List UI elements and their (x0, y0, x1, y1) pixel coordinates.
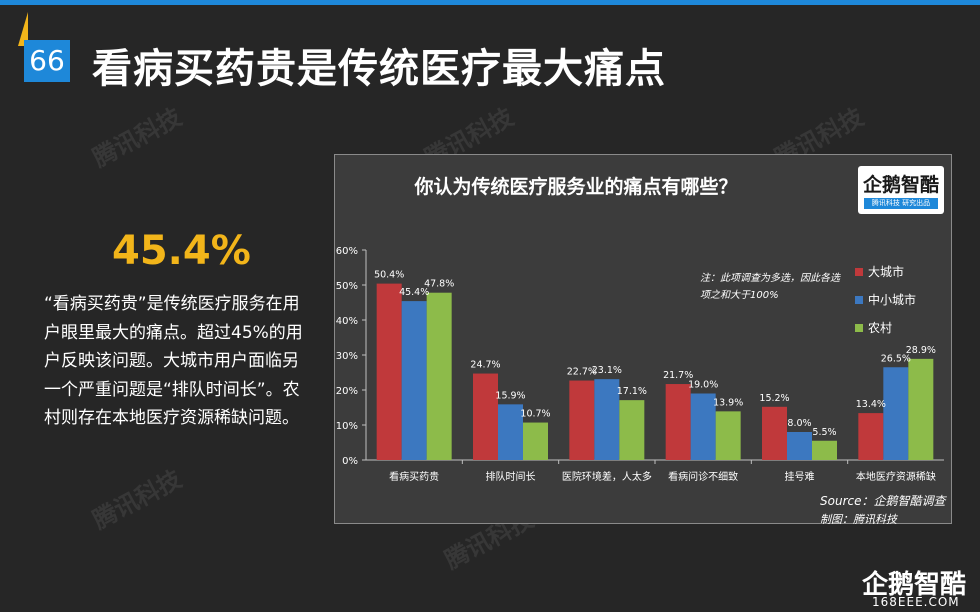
bar (762, 406, 787, 460)
data-label: 50.4% (374, 270, 404, 281)
legend-swatch (855, 268, 863, 276)
category-label: 看病问诊不细致 (668, 470, 738, 483)
corner-url: 168EEE.COM (872, 595, 960, 609)
chart-source: Source：企鹅智酷调查 (820, 494, 946, 508)
accent-flag-icon (18, 12, 28, 46)
data-label: 26.5% (881, 353, 911, 364)
bar (523, 422, 548, 460)
legend-label: 大城市 (868, 264, 904, 279)
bar (883, 367, 909, 460)
bar (908, 358, 934, 460)
y-tick-label: 10% (336, 421, 358, 432)
chart-title: 你认为传统医疗服务业的痛点有哪些？ (414, 176, 738, 198)
bar (812, 440, 837, 460)
slide-number: 66 (24, 40, 70, 82)
penguin-intelligence-logo: 企鹅智酷 腾讯科技 研究出品 (858, 166, 944, 214)
top-accent-bar (0, 0, 980, 5)
data-label: 13.4% (856, 399, 886, 410)
bar (665, 384, 691, 460)
data-label: 5.5% (812, 427, 836, 438)
y-tick-label: 30% (336, 351, 358, 362)
category-label: 看病买药贵 (389, 470, 439, 483)
legend-label: 中小城市 (868, 292, 916, 307)
category-label: 医院环境差，人太多 (562, 470, 652, 483)
bar (401, 301, 427, 460)
data-label: 23.1% (592, 365, 622, 376)
data-label: 8.0% (787, 418, 811, 429)
y-tick-label: 40% (336, 316, 358, 327)
slide-title: 看病买药贵是传统医疗最大痛点 (92, 46, 666, 92)
bar (376, 283, 402, 460)
bar (569, 380, 595, 460)
data-label: 19.0% (688, 380, 718, 391)
description-text: “看病买药贵”是传统医疗服务在用户眼里最大的痛点。超过45%的用户反映该问题。大… (44, 294, 303, 428)
bar (473, 373, 498, 460)
data-label: 21.7% (663, 370, 693, 381)
y-tick-label: 20% (336, 386, 358, 397)
data-label: 47.8% (424, 279, 454, 290)
data-label: 17.1% (617, 386, 647, 397)
y-tick-label: 60% (336, 246, 358, 257)
logo-sub: 腾讯科技 研究出品 (864, 198, 938, 209)
category-label: 本地医疗资源稀缺 (856, 470, 936, 483)
data-label: 15.2% (759, 393, 789, 404)
bar (858, 413, 884, 460)
data-label: 24.7% (470, 360, 500, 371)
bar (690, 393, 716, 460)
bar (498, 404, 523, 460)
bar (715, 411, 741, 460)
data-label: 22.7% (567, 367, 597, 378)
data-label: 13.9% (713, 397, 743, 408)
highlight-percent: 45.4% (112, 228, 251, 274)
corner-logo: 企鹅智酷 (862, 570, 967, 600)
bar (619, 400, 645, 460)
chart-note: 注：此项调查为多选，因此各选项之和大于100% (700, 273, 840, 301)
bar (594, 379, 620, 460)
chart-maker: 制图：腾讯科技 (820, 513, 897, 526)
data-label: 10.7% (520, 409, 550, 420)
logo-name: 企鹅智酷 (862, 174, 939, 196)
category-label: 挂号难 (785, 470, 815, 483)
y-tick-label: 0% (342, 456, 358, 467)
category-label: 排队时间长 (486, 470, 536, 483)
data-label: 45.4% (399, 287, 429, 298)
data-label: 15.9% (495, 390, 525, 401)
bar (426, 292, 452, 460)
bar (787, 432, 812, 460)
y-tick-label: 50% (336, 281, 358, 292)
data-label: 28.9% (906, 345, 936, 356)
legend-label: 农村 (868, 321, 892, 335)
legend-swatch (855, 324, 863, 332)
legend-swatch (855, 296, 863, 304)
